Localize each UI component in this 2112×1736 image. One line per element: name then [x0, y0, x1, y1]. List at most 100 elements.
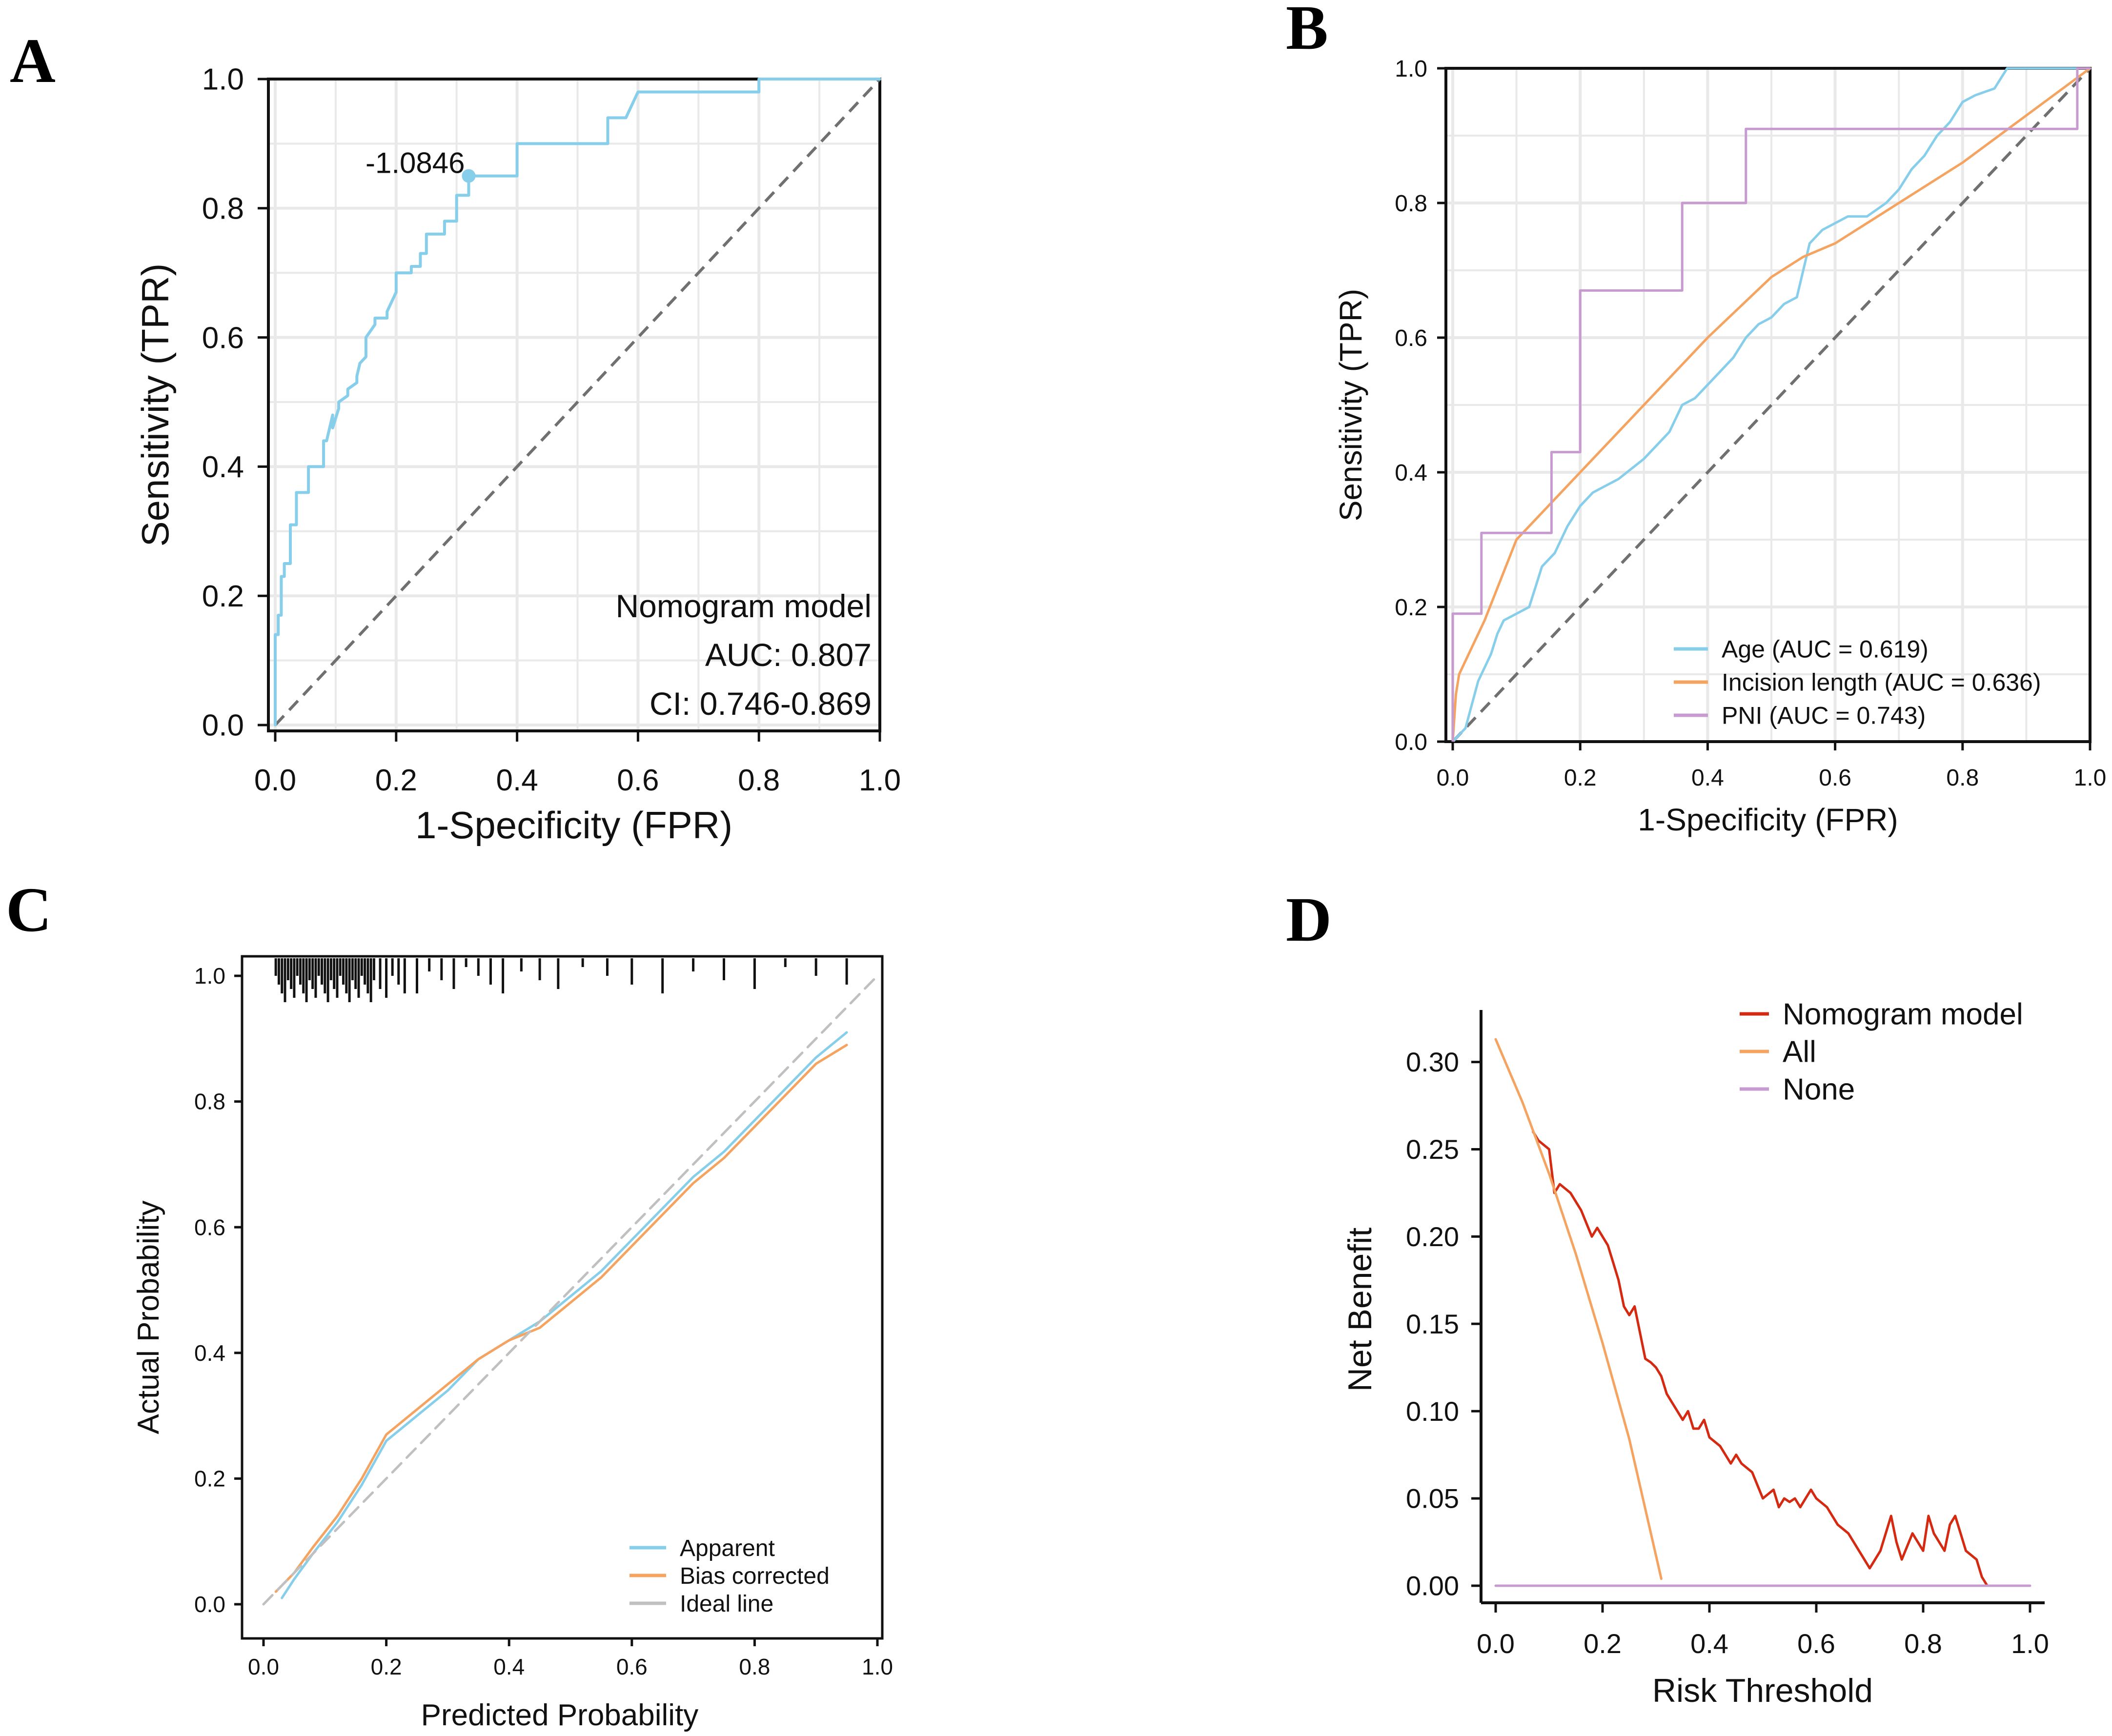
panel-d-legend: Nomogram model All None [1740, 998, 2023, 1107]
panel-a-y-axis-title: Sensitivity (TPR) [134, 263, 177, 547]
y-tick-label: 0.2 [1395, 595, 1427, 621]
panel-a-annotation-ci: CI: 0.746-0.869 [650, 686, 872, 722]
panel-c-chart: C 0.0 0.2 0.4 0.6 0.8 1.0 0.0 0.2 0.4 0.6 0.8 1.0 A… [6, 875, 893, 1732]
y-tick-label: 0.8 [202, 192, 244, 226]
panel-a-label: A [10, 26, 56, 96]
x-tick-label: 0.2 [371, 1654, 402, 1679]
y-tick-label: 1.0 [202, 63, 244, 97]
y-tick-label: 1.0 [1395, 56, 1427, 82]
panel-a-annotation-model: Nomogram model [615, 588, 872, 624]
panel-c-ticks: 0.0 0.2 0.4 0.6 0.8 1.0 0.0 0.2 0.4 0.6 0.8 1.0 [194, 963, 893, 1679]
x-tick-label: 0.0 [254, 764, 296, 797]
x-tick-label: 0.0 [1477, 1628, 1515, 1659]
legend-label: Apparent [680, 1535, 775, 1561]
y-tick-label: 0.00 [1406, 1571, 1459, 1601]
panel-b-diagonal [1451, 67, 2092, 743]
x-tick-label: 1.0 [2074, 765, 2107, 791]
legend-label: Nomogram model [1783, 998, 2023, 1031]
panel-a-annotation-auc: AUC: 0.807 [705, 637, 872, 673]
legend-label: None [1783, 1073, 1855, 1107]
cutoff-point [462, 169, 476, 183]
y-tick-label: 0.6 [202, 321, 244, 355]
x-tick-label: 0.6 [1819, 765, 1851, 791]
y-tick-label: 0.8 [1395, 191, 1427, 217]
series-line-bias [274, 1044, 848, 1593]
x-tick-label: 1.0 [862, 1654, 893, 1679]
panel-c-label: C [6, 875, 52, 945]
x-tick-label: 0.2 [1564, 765, 1597, 791]
x-tick-label: 0.6 [616, 1654, 648, 1679]
panel-a-diagonal [274, 78, 881, 727]
series-line-pni [1451, 67, 2092, 743]
y-tick-label: 0.05 [1406, 1483, 1459, 1514]
series-line-incision [1451, 67, 2092, 743]
y-tick-label: 0.4 [1395, 460, 1427, 486]
panel-a-extras: -1.0846 [366, 147, 476, 183]
x-tick-label: 0.6 [1797, 1628, 1835, 1659]
x-tick-label: 0.8 [1904, 1628, 1942, 1659]
x-tick-label: 0.2 [1584, 1628, 1622, 1659]
panel-a-chart: A 0.0 0.2 0.4 0.6 0.8 1.0 0.0 0.2 0.4 0.6 0.8 1.0 -… [10, 26, 901, 847]
y-tick-label: 0.0 [202, 709, 244, 743]
y-tick-label: 0.4 [202, 450, 244, 484]
y-tick-label: 0.30 [1406, 1047, 1459, 1077]
y-tick-label: 0.8 [194, 1089, 225, 1114]
y-tick-label: 0.6 [1395, 325, 1427, 351]
y-tick-label: 0.25 [1406, 1134, 1459, 1165]
y-tick-label: 0.10 [1406, 1396, 1459, 1427]
y-tick-label: 0.0 [194, 1592, 225, 1617]
panel-b-ticks: 0.0 0.2 0.4 0.6 0.8 1.0 0.0 0.2 0.4 0.6 0.8 1.0 [1395, 56, 2106, 791]
legend-label: All [1783, 1035, 1816, 1069]
panel-b-series [1451, 67, 2092, 743]
x-tick-label: 0.6 [617, 764, 659, 797]
legend-label: Ideal line [680, 1591, 773, 1617]
y-tick-label: 0.6 [194, 1214, 225, 1240]
x-tick-label: 1.0 [2011, 1628, 2049, 1659]
panel-c-x-axis-title: Predicted Probability [421, 1698, 699, 1732]
legend-label: Bias corrected [680, 1563, 830, 1589]
panel-a-ticks: 0.0 0.2 0.4 0.6 0.8 1.0 0.0 0.2 0.4 0.6 0.8 1.0 [202, 63, 901, 797]
panel-b-y-axis-title: Sensitivity (TPR) [1333, 289, 1368, 522]
y-tick-label: 0.20 [1406, 1221, 1459, 1252]
panel-d-ticks: 0.0 0.2 0.4 0.6 0.8 1.0 0.00 0.05 0.10 0.15 0.20 0.… [1406, 1047, 2049, 1659]
x-tick-label: 0.8 [1946, 765, 1979, 791]
x-tick-label: 0.0 [1437, 765, 1469, 791]
panel-d-chart: D 0.0 0.2 0.4 0.6 0.8 1.0 0.00 0.05 0.10 0.15 0.20… [1286, 885, 2049, 1709]
panel-d-x-axis-title: Risk Threshold [1652, 1672, 1873, 1709]
y-tick-label: 0.2 [194, 1466, 225, 1492]
series-line-nomogram [1532, 1130, 1989, 1587]
panel-c-frame [241, 955, 884, 1640]
x-tick-label: 0.4 [493, 1654, 525, 1679]
legend-label: Incision length (AUC = 0.636) [1722, 669, 2041, 696]
reference-diagonal [1451, 67, 2092, 743]
legend-label: PNI (AUC = 0.743) [1722, 702, 1926, 729]
reference-diagonal [274, 78, 881, 727]
panel-d-series [1494, 1038, 2031, 1587]
x-tick-label: 0.4 [1691, 765, 1724, 791]
y-tick-label: 1.0 [194, 963, 225, 989]
panel-b-frame [1444, 67, 2092, 743]
y-tick-label: 0.15 [1406, 1309, 1459, 1339]
x-tick-label: 0.4 [496, 764, 538, 797]
panel-d-y-axis-title: Net Benefit [1341, 1228, 1379, 1392]
panel-b-x-axis-title: 1-Specificity (FPR) [1638, 802, 1898, 837]
x-tick-label: 1.0 [859, 764, 901, 797]
panel-c-rug [274, 958, 848, 1002]
x-tick-label: 0.2 [375, 764, 417, 797]
series-line-all [1494, 1038, 1663, 1580]
panel-b-label: B [1286, 0, 1328, 63]
panel-a-frame [267, 78, 881, 732]
legend-label: Age (AUC = 0.619) [1722, 636, 1929, 663]
panel-c-y-axis-title: Actual Probability [132, 1200, 165, 1434]
y-tick-label: 0.2 [202, 580, 244, 613]
panel-d-label: D [1286, 885, 1332, 955]
panel-c-series [262, 974, 879, 1606]
y-tick-label: 0.0 [1395, 729, 1427, 755]
x-tick-label: 0.8 [739, 1654, 770, 1679]
cutoff-label: -1.0846 [366, 147, 465, 180]
panel-a-x-axis-title: 1-Specificity (FPR) [415, 804, 732, 847]
panel-b-legend: Age (AUC = 0.619) Incision length (AUC = … [1674, 636, 2041, 729]
x-tick-label: 0.4 [1690, 1628, 1728, 1659]
x-tick-label: 0.0 [248, 1654, 279, 1679]
